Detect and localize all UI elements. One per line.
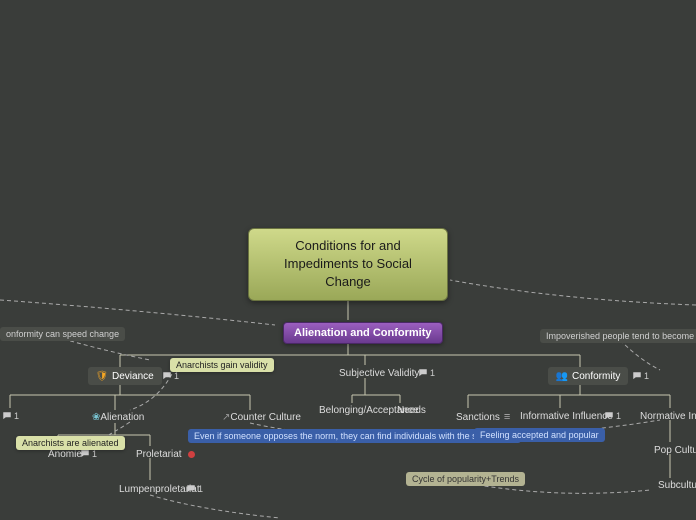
note-anarchists-validity-text: Anarchists gain validity (176, 360, 268, 370)
topic-counter-culture[interactable]: ↗ Counter Culture (218, 410, 305, 425)
sub-root-label: Alienation and Conformity (294, 327, 432, 339)
menu-icon[interactable]: ≡ (504, 411, 510, 423)
note-opposes-norm-text: Even if someone opposes the norm, they c… (194, 431, 515, 441)
sanctions-label: Sanctions (456, 412, 500, 423)
note-anarchists-alienated[interactable]: Anarchists are alienated (16, 436, 125, 450)
pop-culture-label: Pop Culture (654, 445, 696, 456)
subjective-validity-comment-count: 1 (430, 368, 435, 378)
subjective-validity-comment-badge[interactable]: 1 (418, 368, 435, 378)
lumpenproletariat-comment-badge[interactable]: 1 (186, 484, 203, 494)
alienation-label: Alienation (100, 412, 144, 423)
normative-influence-label: Normative Influe (640, 411, 696, 422)
note-feeling-accepted-text: Feeling accepted and popular (480, 430, 599, 440)
note-conformity-speed-text: onformity can speed change (6, 329, 119, 339)
informative-influence-comment-count: 1 (616, 411, 621, 421)
note-cycle-text: Cycle of popularity+Trends (412, 474, 519, 484)
counter-culture-label: Counter Culture (230, 412, 301, 423)
informative-influence-comment-badge[interactable]: 1 (604, 411, 621, 421)
subjective-validity-label: Subjective Validity (339, 368, 419, 379)
arrow-icon: ↗ (222, 412, 230, 423)
topic-sanctions[interactable]: Sanctions ≡ (452, 409, 514, 425)
topic-conformity[interactable]: 👥 Conformity (548, 367, 628, 385)
note-anarchists-alienated-text: Anarchists are alienated (22, 438, 119, 448)
note-cycle[interactable]: Cycle of popularity+Trends (406, 472, 525, 486)
topic-deviance[interactable]: 🛡 Deviance (88, 367, 162, 385)
topic-subculture[interactable]: Subculture (654, 478, 696, 493)
conformity-comment-badge[interactable]: 1 (632, 371, 649, 381)
topic-informative-influence[interactable]: Informative Influence (516, 409, 617, 424)
needs-label: Needs (397, 405, 426, 416)
note-opposes-norm[interactable]: Even if someone opposes the norm, they c… (188, 429, 521, 443)
anomie-comment-badge[interactable]: 1 (80, 449, 97, 459)
topic-alienation[interactable]: ❀ Alienation (88, 410, 148, 425)
topic-subjective-validity[interactable]: Subjective Validity (335, 366, 423, 381)
topic-pop-culture[interactable]: Pop Culture (650, 443, 696, 458)
unnamed-left-comment-count: 1 (14, 411, 19, 421)
subculture-label: Subculture (658, 480, 696, 491)
note-impoverished[interactable]: Impoverished people tend to become alien… (540, 329, 696, 343)
topic-normative-influence[interactable]: Normative Influe (636, 409, 696, 424)
informative-influence-label: Informative Influence (520, 411, 613, 422)
sub-root-node[interactable]: Alienation and Conformity (283, 322, 443, 344)
anomie-label: Anomie (48, 449, 82, 460)
topic-needs[interactable]: Needs (393, 403, 430, 418)
topic-proletariat[interactable]: Proletariat (132, 447, 199, 462)
proletariat-label: Proletariat (136, 449, 182, 460)
note-feeling-accepted[interactable]: Feeling accepted and popular (474, 428, 605, 442)
unnamed-left-comment-badge[interactable]: 1 (2, 411, 19, 421)
root-title: Conditions for and Impediments to Social… (263, 237, 433, 292)
deviance-comment-count: 1 (174, 371, 179, 381)
shield-icon: 🛡 (96, 370, 108, 382)
lumpenproletariat-comment-count: 1 (198, 484, 203, 494)
note-conformity-speed[interactable]: onformity can speed change (0, 327, 125, 341)
note-impoverished-text: Impoverished people tend to become alien… (546, 331, 696, 341)
red-dot-icon (188, 451, 195, 458)
deviance-comment-badge[interactable]: 1 (162, 371, 179, 381)
root-node[interactable]: Conditions for and Impediments to Social… (248, 228, 448, 301)
conformity-label: Conformity (572, 371, 620, 382)
conformity-comment-count: 1 (644, 371, 649, 381)
people-icon: 👥 (556, 370, 568, 382)
note-anarchists-validity[interactable]: Anarchists gain validity (170, 358, 274, 372)
anomie-comment-count: 1 (92, 449, 97, 459)
flower-icon: ❀ (92, 412, 100, 423)
deviance-label: Deviance (112, 371, 154, 382)
